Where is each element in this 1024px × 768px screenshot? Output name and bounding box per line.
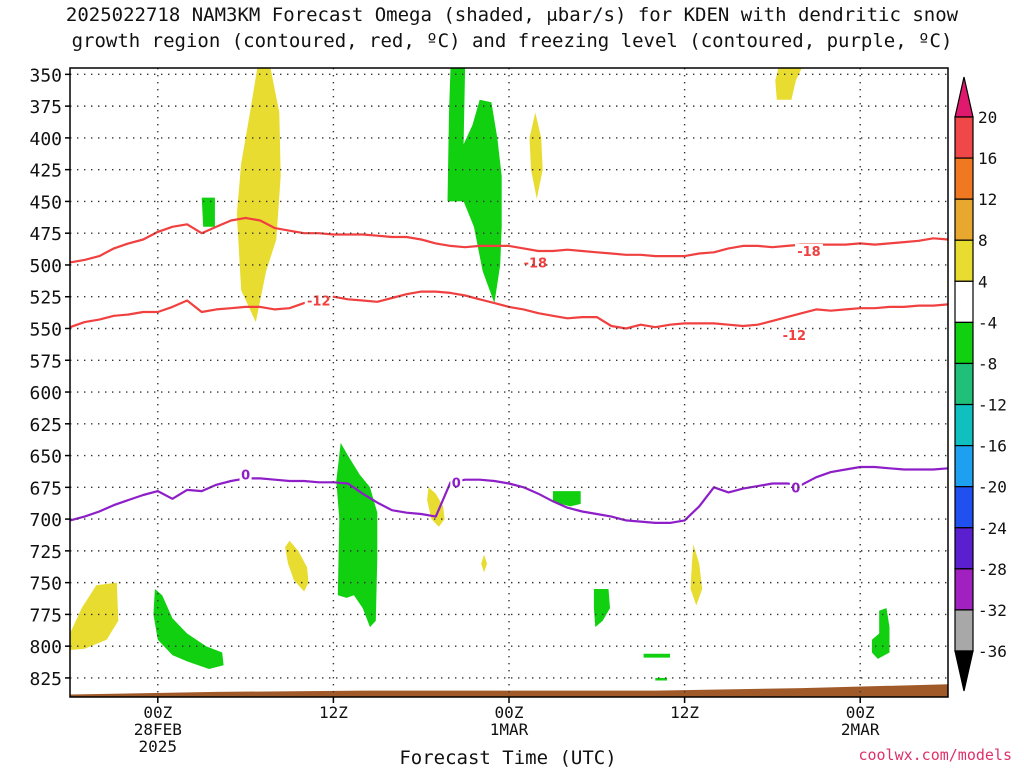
omega-region-negative-14 <box>643 653 670 658</box>
omega-region-positive-0 <box>236 68 281 323</box>
y-tick-label: 350 <box>29 65 62 86</box>
contour-label: -18 <box>524 256 548 271</box>
contour-label-bg <box>789 480 802 495</box>
colorbar-band <box>954 568 974 611</box>
contour-label-bg <box>450 475 463 490</box>
omega-region-positive-3 <box>427 487 445 527</box>
x-tick-label: 12Z <box>670 703 699 722</box>
axes-layer: 350 375 400 425 450 475 500 525 550 575 600 625 650 6… <box>29 65 949 756</box>
y-tick-label: 825 <box>29 669 62 690</box>
y-tick-label: 650 <box>29 447 62 468</box>
terrain-fill <box>70 684 948 697</box>
colorbar-band <box>954 198 974 241</box>
omega-region-positive-2 <box>285 540 309 592</box>
y-tick-label: 375 <box>29 97 62 118</box>
colorbar-label: -16 <box>978 437 1007 456</box>
y-tick-label: 800 <box>29 637 62 658</box>
x-tick-label: 00Z <box>495 703 524 722</box>
colorbar-label: -8 <box>978 354 997 373</box>
omega-region-negative-9 <box>336 442 378 628</box>
colorbar-label: 4 <box>978 272 988 291</box>
y-tick-label: 775 <box>29 605 62 626</box>
colorbar-band <box>954 445 974 488</box>
colorbar-band <box>954 321 974 365</box>
colorbar-label: -24 <box>978 519 1007 538</box>
contour-label-bg <box>304 293 333 308</box>
contour-line--12 <box>69 290 949 330</box>
x-tick-label: 28FEB <box>134 720 182 739</box>
y-tick-label: 625 <box>29 415 62 436</box>
contour-label-bg <box>794 243 823 258</box>
omega-region-positive-6 <box>690 544 703 606</box>
x-tick-label: 2025 <box>139 737 178 756</box>
contour-label: 0 <box>452 476 461 491</box>
colorbar-band <box>954 239 974 282</box>
contour-label-bg <box>521 255 550 270</box>
y-tick-label: 600 <box>29 383 62 404</box>
omega-region-negative-10 <box>153 589 224 669</box>
colorbar-band <box>954 527 974 570</box>
colorbar-band <box>954 403 974 447</box>
colorbar-label: 20 <box>978 108 997 127</box>
colorbar: 20 16 12 8 4 -4 -8 -12 -16 -20 -24 -28 -32 -36 <box>954 76 1007 692</box>
colorbar-label: -12 <box>978 396 1007 415</box>
colorbar-label: -20 <box>978 478 1007 497</box>
y-tick-label: 525 <box>29 288 62 309</box>
omega-region-negative-11 <box>201 197 215 227</box>
x-tick-label: 2MAR <box>841 720 880 739</box>
plot-area: -18 -18 -12 -12 0 0 0 <box>69 68 949 697</box>
y-tick-label: 425 <box>29 161 62 182</box>
colorbar-label: 16 <box>978 149 997 168</box>
colorbar-band <box>954 362 974 406</box>
contour-label-bg <box>239 467 252 482</box>
contour-label: -18 <box>797 245 821 260</box>
y-tick-label: 675 <box>29 478 62 499</box>
contour-label-bg <box>780 327 809 342</box>
colorbar-label: -4 <box>978 313 997 332</box>
colorbar-band <box>954 609 974 652</box>
y-tick-label: 450 <box>29 192 62 213</box>
omega-region-negative-13 <box>593 589 610 628</box>
omega-region-positive-1 <box>70 582 119 650</box>
colorbar-label: -32 <box>978 601 1007 620</box>
contour-label: -12 <box>783 329 807 344</box>
x-tick-label: 00Z <box>143 703 172 722</box>
colorbar-band <box>954 280 974 323</box>
y-tick-label: 750 <box>29 574 62 595</box>
colorbar-label: -28 <box>978 560 1007 579</box>
colorbar-label: 8 <box>978 231 988 250</box>
chart-title-line-1: 2025022718 NAM3KM Forecast Omega (shaded… <box>65 4 959 26</box>
colorbar-cap-bottom <box>954 650 974 692</box>
omega-region-negative-8 <box>447 68 502 304</box>
credit-text: coolwx.com/models <box>858 746 1012 764</box>
colorbar-band <box>954 157 974 200</box>
omega-region-positive-4 <box>481 554 487 573</box>
colorbar-cap-top <box>954 76 974 118</box>
y-tick-label: 550 <box>29 319 62 340</box>
y-tick-label: 700 <box>29 510 62 531</box>
contour-label: 0 <box>241 469 250 484</box>
chart-title-line-2: growth region (contoured, red, ºC) and f… <box>71 30 953 52</box>
y-tick-label: 400 <box>29 129 62 150</box>
omega-region-positive-5 <box>529 112 543 199</box>
y-tick-label: 575 <box>29 351 62 372</box>
y-tick-label: 475 <box>29 224 62 245</box>
colorbar-label: 12 <box>978 190 997 209</box>
omega-region-positive-7 <box>775 68 802 100</box>
x-axis-label: Forecast Time (UTC) <box>399 747 616 768</box>
plot-frame <box>69 67 949 698</box>
colorbar-band <box>954 116 974 159</box>
omega-region-negative-12 <box>552 491 581 507</box>
omega-region-negative-16 <box>871 608 890 659</box>
colorbar-label: -36 <box>978 642 1007 661</box>
contour-label: -12 <box>307 295 331 310</box>
x-tick-label: 00Z <box>846 703 875 722</box>
colorbar-band <box>954 486 974 529</box>
x-tick-label: 12Z <box>319 703 348 722</box>
x-tick-label: 1MAR <box>490 720 529 739</box>
y-tick-label: 725 <box>29 542 62 563</box>
contour-label: 0 <box>791 481 800 496</box>
y-tick-label: 500 <box>29 256 62 277</box>
